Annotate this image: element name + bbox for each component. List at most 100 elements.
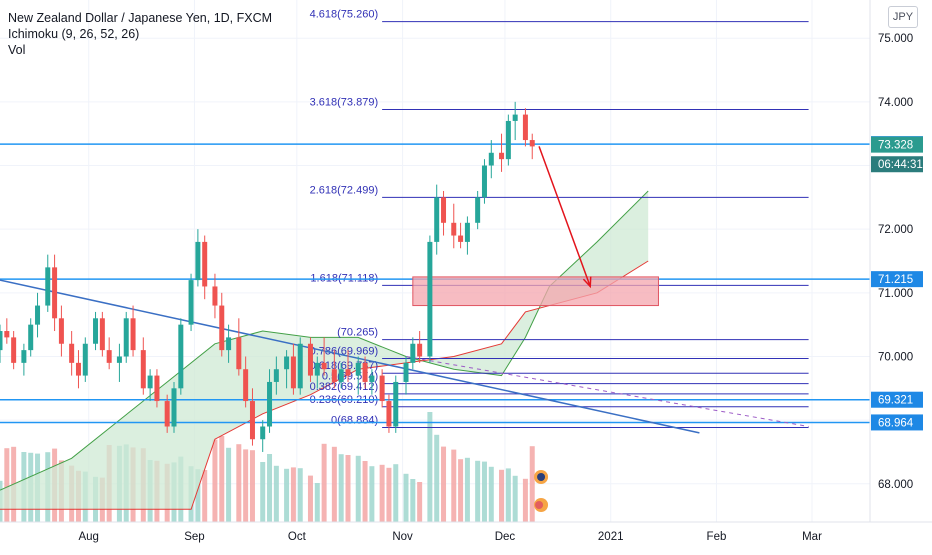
candle-body — [116, 356, 122, 363]
volume-bar — [464, 457, 470, 522]
volume-bar — [297, 468, 303, 522]
candle-body — [45, 267, 51, 306]
candle-body — [0, 331, 3, 351]
volume-bar — [488, 466, 494, 522]
volume-bar — [249, 450, 255, 522]
volume-bar — [284, 468, 290, 522]
candle-body — [106, 350, 112, 363]
candle-body — [195, 241, 201, 281]
price-tick-label: 68.000 — [878, 479, 913, 491]
candle-body — [451, 222, 457, 236]
volume-bar — [331, 446, 337, 522]
candle-body — [290, 356, 296, 389]
volume-bar — [369, 466, 375, 522]
fibonacci-extension[interactable]: 4.618(75.260) 3.618(73.879) 2.618(72.499) 1… — [310, 9, 809, 429]
currency-button[interactable]: JPY — [888, 6, 918, 28]
price-tick-label: 75.000 — [878, 33, 913, 45]
volume-bar — [314, 483, 320, 522]
fib-level-label: (70.265) — [337, 327, 378, 339]
candle-body — [393, 381, 399, 427]
time-tick-label: Mar — [802, 531, 822, 543]
time-axis[interactable]: Aug Sep Oct Nov Dec 2021 Feb Mar — [0, 521, 932, 550]
volume-bar — [362, 461, 368, 522]
candle-body — [499, 152, 505, 160]
arrow-shaft — [538, 146, 591, 287]
candle-body — [178, 324, 184, 389]
chart-legend: New Zealand Dollar / Japanese Yen, 1D, F… — [8, 10, 272, 58]
fib-level-label: 0(68.884) — [331, 415, 378, 427]
ichimoku-legend[interactable]: Ichimoku (9, 26, 52, 26) — [8, 27, 140, 41]
candle-body — [403, 362, 409, 382]
volume-bar — [505, 468, 511, 522]
candle-body — [314, 362, 320, 376]
candle-body — [427, 241, 433, 357]
price-label-text: 68.964 — [878, 417, 914, 429]
candle-body — [28, 324, 34, 351]
volume-bar — [417, 482, 423, 522]
candle-body — [69, 343, 75, 363]
dashed-projection-line — [405, 355, 809, 428]
volume-bar — [307, 475, 313, 522]
volume-bar — [195, 469, 201, 522]
price-label-tag — [871, 414, 923, 431]
price-tick-label: 74.000 — [878, 97, 913, 109]
candle-body — [379, 375, 385, 402]
candle-body — [512, 114, 518, 121]
candle-body — [260, 426, 266, 440]
volume-bar — [236, 444, 242, 522]
volume-bar — [219, 436, 225, 522]
candle-body — [249, 401, 255, 440]
time-tick-label: 2021 — [598, 531, 624, 543]
time-tick-label: Oct — [288, 531, 307, 543]
candlesticks — [0, 101, 535, 452]
event-icons[interactable] — [534, 470, 549, 512]
candle-body — [164, 401, 170, 427]
descending-trendline — [0, 279, 700, 434]
volume-bar — [475, 460, 481, 522]
candle-body — [417, 343, 423, 357]
candle-body — [529, 140, 535, 147]
volume-bar — [212, 439, 218, 522]
candle-body — [338, 369, 344, 382]
volume-bar — [243, 449, 249, 522]
fib-level-label: 0.382(69.412) — [310, 381, 379, 393]
fib-level-label: 4.618(75.260) — [310, 9, 379, 21]
price-axis[interactable]: 68.00069.00070.00071.00072.00073.00074.0… — [869, 0, 932, 550]
fib-level-label: 0.786(69.969) — [310, 345, 379, 357]
candle-body — [147, 375, 153, 389]
candle-body — [369, 375, 375, 382]
volume-legend[interactable]: Vol — [8, 43, 26, 57]
fib-level-label: 1.618(71.118) — [310, 272, 378, 284]
price-tick-label: 71.000 — [878, 288, 913, 300]
candle-body — [267, 381, 273, 427]
price-tick-label: 70.000 — [878, 351, 913, 363]
candle-body — [171, 388, 177, 427]
trend-lines[interactable] — [0, 279, 809, 434]
candle-body — [212, 286, 218, 306]
volume-bar — [226, 447, 232, 522]
volume-bar — [355, 455, 361, 522]
candle-body — [522, 114, 528, 141]
volume-bar — [290, 467, 296, 522]
candle-body — [362, 362, 368, 382]
time-tick-label: Sep — [184, 531, 204, 543]
target-zone[interactable] — [412, 276, 659, 307]
projection-arrow[interactable] — [538, 146, 592, 289]
volume-bar — [529, 446, 535, 522]
target-zone-box — [412, 276, 659, 307]
candle-body — [297, 343, 303, 389]
volume-bar — [522, 478, 528, 522]
candle-body — [58, 318, 64, 344]
candle-body — [464, 222, 470, 242]
candle-body — [75, 362, 81, 376]
symbol-title[interactable]: New Zealand Dollar / Japanese Yen, 1D, F… — [8, 11, 273, 25]
volume-bar — [451, 449, 457, 522]
candle-body — [345, 369, 351, 376]
candle-body — [410, 343, 416, 363]
time-tick-label: Aug — [78, 531, 98, 543]
event-icon-inner — [535, 501, 544, 509]
price-label-tag — [871, 136, 923, 153]
candle-body — [4, 331, 10, 338]
candle-body — [219, 305, 225, 351]
